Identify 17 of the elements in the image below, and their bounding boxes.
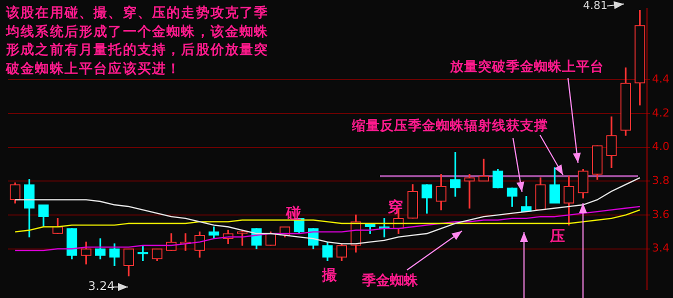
y-tick-label: 4.0 xyxy=(652,140,670,154)
y-tick-label: 4.2 xyxy=(652,106,670,120)
y-tick-label: 4.4 xyxy=(652,72,670,86)
annotation: 碰 xyxy=(286,204,301,222)
candlestick xyxy=(464,174,475,209)
text: 该股在用碰、撮、穿、压的走势攻克了季均线系统后形成了一个金蜘蛛，该金蜘蛛形成之前有月量托的支持，后股价放量突破金蜘蛛上平台应该买进！ xyxy=(6,4,270,78)
annotation: 穿 xyxy=(388,198,403,216)
y-tick-label: 3.6 xyxy=(652,208,670,221)
annotation: 撮 xyxy=(322,266,337,284)
annotation: 压 xyxy=(550,227,565,245)
y-tick-label: 3.4 xyxy=(652,242,670,255)
annotation: 季金蜘蛛 xyxy=(362,273,418,290)
annotation: 缩量反压季金蜘蛛辐射线获支撑 xyxy=(352,118,548,134)
annotation: 3.24 xyxy=(88,279,115,294)
annotation: 4.81 xyxy=(583,0,608,12)
y-tick-label: 3.8 xyxy=(652,174,670,187)
annotation: 放量突破季金蜘蛛上平台 xyxy=(450,59,604,75)
